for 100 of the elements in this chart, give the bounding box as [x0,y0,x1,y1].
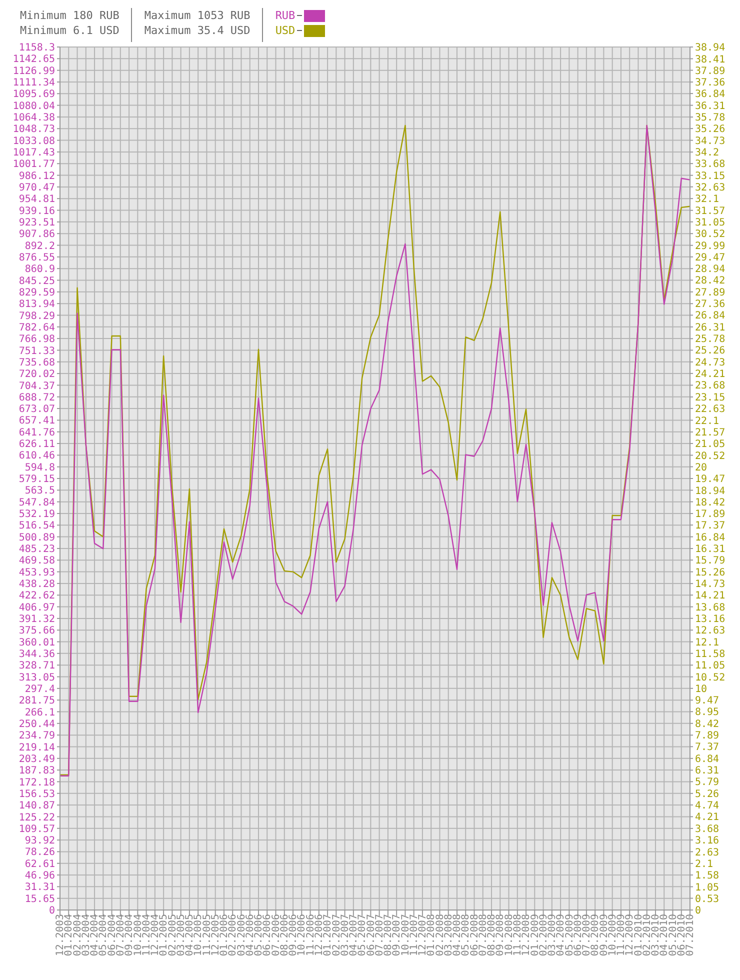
y-tick-label: 1142.65 [12,54,55,66]
y2-tick-label: 11.05 [695,660,726,672]
y2-tick-label: 36.84 [695,89,726,100]
y2-tick-label: 24.73 [695,357,726,368]
y2-tick-label: 7.89 [695,730,720,742]
y-tick-label: 673.07 [18,404,55,416]
y-tick-label: 219.14 [18,742,55,754]
y2-tick-label: 14.73 [695,579,726,590]
y2-tick-label: 2.1 [695,859,714,870]
y-tick-label: 46.96 [24,870,55,882]
y-tick-label: 1033.08 [12,136,55,147]
y2-tick-label: 26.31 [695,322,726,334]
text: Minimum 180 RUB [20,8,120,23]
y-tick-label: 156.53 [18,788,55,800]
y2-tick-label: 38.94 [695,42,726,54]
y2-tick-label: 29.47 [695,252,726,264]
y-tick-label: 813.94 [18,299,55,310]
y2-tick-label: 19.47 [695,474,726,486]
y-tick-label: 532.19 [18,509,55,520]
y-tick-label: 970.47 [18,182,55,194]
text: Maximum 35.4 USD [144,23,250,38]
y-tick-label: 641.76 [18,427,55,438]
y-tick-label: 1095.69 [12,89,55,100]
y2-tick-label: 2.63 [695,847,720,858]
y2-tick-label: 35.78 [695,112,726,124]
y-tick-label: 297.4 [24,684,55,695]
text: USD [275,23,296,38]
y-tick-label: 766.98 [18,334,55,346]
y2-tick-label: 28.94 [695,264,726,276]
y-tick-label: 172.18 [18,777,55,788]
y2-tick-label: 8.95 [695,707,720,718]
y-tick-label: 1064.38 [12,112,55,124]
y-tick-label: 829.59 [18,287,55,298]
y2-tick-label: 6.84 [695,754,720,765]
y2-tick-label: 9.47 [695,696,720,707]
y2-tick-label: 38.41 [695,54,726,66]
y-tick-label: 500.89 [18,532,55,544]
y-tick-label: 1080.04 [12,100,55,112]
y2-tick-label: 4.74 [695,800,720,812]
y2-tick-label: 35.26 [695,124,726,136]
y2-tick-label: 7.37 [695,742,720,754]
y2-tick-label: 16.31 [695,544,726,556]
y-tick-label: 187.83 [18,766,55,777]
y2-tick-label: 33.15 [695,170,726,182]
y2-tick-label: 11.58 [695,648,726,660]
y-tick-label: 860.9 [24,264,55,276]
y2-tick-label: 33.68 [695,159,726,170]
y-tick-label: 579.15 [18,474,55,486]
y2-tick-label: 14.21 [695,590,726,602]
y2-tick-label: 37.36 [695,78,726,89]
y-tick-label: 78.26 [24,847,55,858]
y-tick-label: 234.79 [18,730,55,742]
y2-tick-label: 16.84 [695,532,726,544]
y2-tick-label: 0.53 [695,894,720,905]
y-tick-label: 328.71 [18,660,55,672]
y2-tick-label: 25.78 [695,334,726,346]
y-tick-label: 876.55 [18,252,55,264]
y2-tick-label: 24.21 [695,369,726,380]
y-tick-label: 125.22 [18,812,55,824]
y2-tick-label: 3.16 [695,836,720,847]
y-tick-label: 281.75 [18,696,55,707]
y2-tick-label: 15.79 [695,556,726,567]
y2-tick-label: 17.37 [695,520,726,532]
y-tick-label: 15.65 [24,894,55,905]
y2-tick-label: 15.26 [695,567,726,578]
y-tick-label: 93.92 [24,836,55,847]
y-tick-label: 1111.34 [12,78,55,89]
y2-tick-label: 32.63 [695,182,726,194]
y-tick-label: 563.5 [24,486,55,497]
y-tick-label: 485.23 [18,544,55,556]
y2-tick-label: 32.1 [695,194,720,206]
y2-tick-label: 34.2 [695,148,720,159]
y-tick-label: 547.84 [18,497,55,508]
y2-tick-label: 30.52 [695,229,726,240]
y2-tick-label: 17.89 [695,509,726,520]
y2-tick-label: 36.31 [695,100,726,112]
y-tick-label: 798.29 [18,310,55,322]
y2-tick-label: 18.94 [695,486,726,497]
y-tick-label: 626.11 [18,439,55,450]
y2-tick-label: 5.79 [695,777,720,788]
y-tick-label: 986.12 [18,170,55,182]
y-tick-label: 657.41 [18,416,55,427]
y2-tick-label: 37.89 [695,66,726,77]
y2-tick-label: 20.52 [695,450,726,462]
y2-tick-label: 13.16 [695,614,726,625]
y-tick-label: 1126.99 [12,66,55,77]
y-tick-label: 360.01 [18,637,55,648]
y2-tick-label: 1.58 [695,870,720,882]
y-tick-label: 516.54 [18,520,55,532]
y-tick-label: 313.05 [18,672,55,684]
y2-tick-label: 22.63 [695,404,726,416]
y-tick-label: 923.51 [18,217,55,228]
y-tick-label: 1001.77 [12,159,55,170]
y2-tick-label: 25.26 [695,346,726,357]
y2-tick-label: 20 [695,462,708,474]
y2-tick-label: 27.89 [695,287,726,298]
y-tick-label: 266.1 [24,707,55,718]
y2-tick-label: 28.42 [695,276,726,287]
y-tick-label: 375.66 [18,626,55,637]
y2-tick-label: 22.1 [695,416,720,427]
